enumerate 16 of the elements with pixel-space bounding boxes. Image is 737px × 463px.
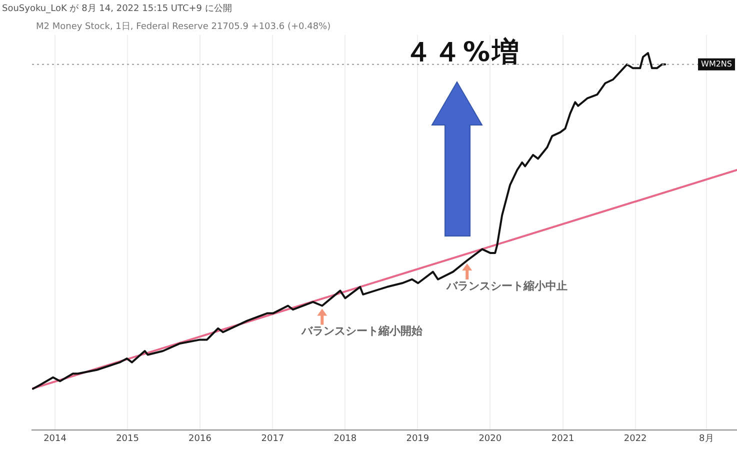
x-tick-label: 8月: [699, 434, 714, 444]
annotation: バランスシート縮小開始: [300, 324, 424, 338]
chart-title: ４４%増: [405, 36, 522, 70]
x-tick-label: 2018: [334, 434, 357, 444]
text: SouSyoku_LoK が 8月 14, 2022 15:15 UTC+9 に公開: [2, 2, 232, 15]
x-tick-label: 2020: [478, 434, 502, 444]
x-tick-label: 2015: [116, 434, 139, 444]
ref-line-label: WM2NS: [701, 59, 732, 68]
chart-subtitle: M2 Money Stock, 1日, Federal Reserve 21705.9 +103.6 (+0.48%): [36, 21, 331, 33]
annotation: バランスシート縮小中止: [446, 279, 568, 292]
x-tick-label: 2022: [624, 434, 647, 444]
x-tick-label: 2019: [406, 434, 430, 444]
x-tick-label: 2017: [261, 434, 284, 444]
x-tick-label: 2014: [44, 434, 67, 444]
x-tick-label: 2016: [188, 434, 212, 444]
x-tick-label: 2021: [551, 434, 574, 444]
